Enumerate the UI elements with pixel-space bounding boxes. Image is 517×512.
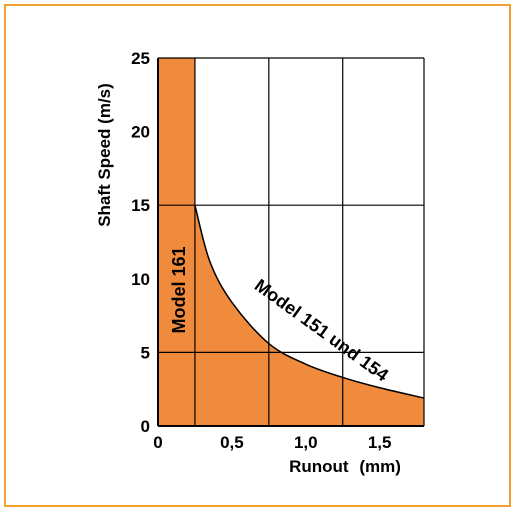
area-model-151-154 (194, 205, 424, 426)
x-tick-label: 1,5 (368, 433, 392, 452)
chart-frame (4, 4, 511, 507)
x-axis-label: Runout (mm) (289, 457, 401, 476)
y-tick-label: 20 (131, 123, 150, 142)
x-tick-label: 0,5 (220, 433, 244, 452)
y-tick-label: 15 (131, 196, 150, 215)
x-axis-label-unit: (mm) (359, 457, 401, 476)
y-tick-label: 25 (131, 49, 150, 68)
y-tick-label: 0 (141, 417, 150, 436)
x-tick-label: 0 (153, 433, 162, 452)
series-label-model-161: Model 161 (169, 246, 189, 333)
x-tick-label: 1,0 (294, 433, 318, 452)
y-tick-label: 10 (131, 270, 150, 289)
y-tick-label: 5 (141, 343, 150, 362)
curve-model-151-154 (194, 205, 425, 399)
area-model-161 (158, 58, 195, 426)
x-axis-label-name: Runout (289, 457, 349, 476)
y-axis-label: Shaft Speed (m/s) (95, 83, 114, 227)
